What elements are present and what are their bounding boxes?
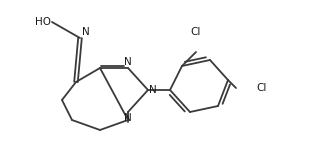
Text: N: N: [124, 113, 132, 123]
Text: N: N: [124, 57, 132, 67]
Text: Cl: Cl: [256, 83, 266, 93]
Text: N: N: [149, 85, 157, 95]
Text: Cl: Cl: [191, 27, 201, 37]
Text: HO: HO: [35, 17, 51, 27]
Text: N: N: [82, 27, 90, 37]
